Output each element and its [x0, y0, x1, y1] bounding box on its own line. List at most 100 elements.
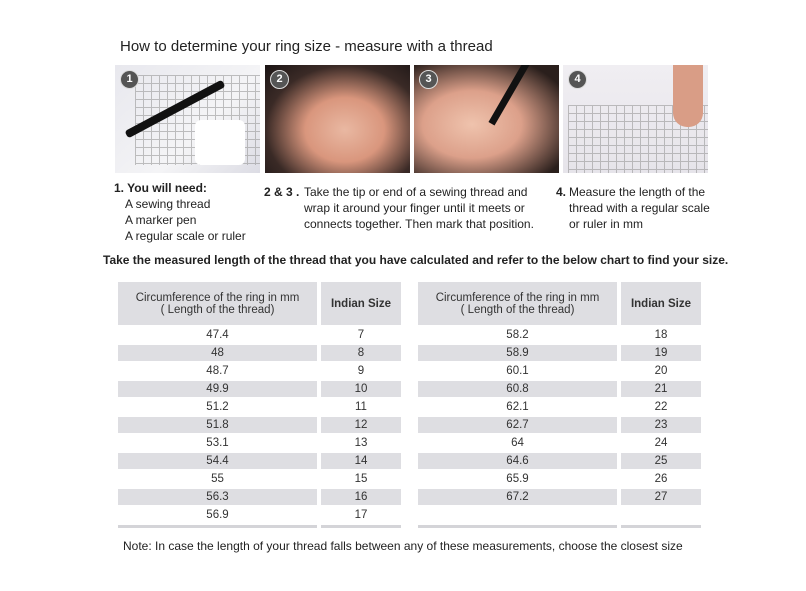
rule — [321, 525, 401, 528]
cell-indian-size: 25 — [621, 453, 701, 469]
step-2-3-line: connects together. Then mark that positi… — [304, 217, 534, 231]
table-row: 60.1 20 — [418, 363, 701, 379]
table-row: 49.9 10 — [118, 381, 401, 397]
cell-indian-size: 22 — [654, 401, 668, 413]
photo-wrap-thread: 2 — [265, 65, 410, 173]
cell-circumference: 58.2 — [506, 329, 529, 341]
cell-indian-size: 9 — [357, 365, 365, 377]
table-row: 55 15 — [118, 471, 401, 487]
table-row: 64.6 25 — [418, 453, 701, 469]
cell-circumference: 60.1 — [506, 365, 529, 377]
step-1: 1. You will need: A sewing thread A mark… — [114, 180, 246, 244]
table-row: 60.8 21 — [418, 381, 701, 397]
cell-circumference: 53.1 — [206, 437, 229, 449]
step-4-line: thread with a regular scale — [569, 201, 710, 215]
header-circumference: Circumference of the ring in mm( Length … — [118, 282, 317, 325]
cell-indian-size: 14 — [321, 453, 401, 469]
table-row: 62.1 22 — [418, 399, 701, 415]
table-end-rule — [118, 525, 401, 528]
table-row: 65.9 26 — [418, 471, 701, 487]
size-table-left: Circumference of the ring in mm( Length … — [114, 280, 405, 530]
step-2-3-heading: 2 & 3 . — [264, 185, 300, 199]
step-2-3-line: Take the tip or end of a sewing thread a… — [304, 185, 528, 199]
cell-indian-size: 20 — [654, 365, 668, 377]
cell-circumference: 51.2 — [206, 401, 229, 413]
step-4-line: or ruler in mm — [569, 217, 644, 231]
cell-indian-size: 10 — [321, 381, 401, 397]
step-1-heading: 1. You will need: — [114, 181, 207, 195]
photo-mark-position: 3 — [414, 65, 559, 173]
step-badge: 2 — [270, 70, 289, 89]
header-indian-size: Indian Size — [321, 282, 401, 325]
table-row: 53.1 13 — [118, 435, 401, 451]
header-indian-size: Indian Size — [621, 282, 701, 325]
cell-indian-size: 27 — [621, 489, 701, 505]
table-row: 54.4 14 — [118, 453, 401, 469]
cell-circumference: 60.8 — [418, 381, 617, 397]
table-row: 48 8 — [118, 345, 401, 361]
cell-indian-size: 15 — [354, 473, 368, 485]
step-4: 4. Measure the length of the thread with… — [556, 184, 710, 232]
table-row: 56.3 16 — [118, 489, 401, 505]
cell-indian-size: 18 — [654, 329, 668, 341]
cell-circumference: 49.9 — [118, 381, 317, 397]
cell-circumference: 62.1 — [506, 401, 529, 413]
step-1-item: A sewing thread — [125, 197, 211, 211]
table-row: 51.2 11 — [118, 399, 401, 415]
rule — [621, 525, 701, 528]
table-row: 64 24 — [418, 435, 701, 451]
step-1-item: A marker pen — [125, 213, 197, 227]
cell-circumference: 65.9 — [506, 473, 529, 485]
photo-ruler-and-thread: 1 — [115, 65, 260, 173]
note-text: Note: In case the length of your thread … — [123, 539, 683, 553]
cell-indian-size — [621, 507, 701, 523]
table-row: 56.9 17 — [118, 507, 401, 523]
cell-circumference: 62.7 — [418, 417, 617, 433]
cell-circumference — [418, 507, 617, 523]
step-1-item: A regular scale or ruler — [125, 229, 246, 243]
size-table-right: Circumference of the ring in mm( Length … — [414, 280, 705, 530]
cell-indian-size: 12 — [321, 417, 401, 433]
cell-circumference: 47.4 — [206, 329, 229, 341]
table-row: 58.2 18 — [418, 327, 701, 343]
cell-indian-size: 23 — [621, 417, 701, 433]
cell-indian-size: 21 — [621, 381, 701, 397]
table-row — [418, 507, 701, 523]
table-row: 51.8 12 — [118, 417, 401, 433]
table-row: 47.4 7 — [118, 327, 401, 343]
page-title: How to determine your ring size - measur… — [120, 38, 493, 55]
step-badge: 1 — [120, 70, 139, 89]
cell-circumference: 58.9 — [418, 345, 617, 361]
cell-circumference: 54.4 — [118, 453, 317, 469]
rule — [118, 525, 317, 528]
table-end-rule — [418, 525, 701, 528]
cell-circumference: 48 — [118, 345, 317, 361]
step-2-3: 2 & 3 . Take the tip or end of a sewing … — [264, 184, 534, 232]
cell-indian-size: 11 — [355, 401, 367, 413]
rule — [418, 525, 617, 528]
cell-circumference: 51.8 — [118, 417, 317, 433]
cell-indian-size: 7 — [357, 329, 365, 341]
step-4-line: Measure the length of the — [569, 185, 706, 199]
cell-indian-size: 16 — [321, 489, 401, 505]
cell-indian-size: 17 — [354, 509, 368, 521]
cell-indian-size: 26 — [654, 473, 668, 485]
cell-circumference: 67.2 — [418, 489, 617, 505]
cell-circumference: 56.3 — [118, 489, 317, 505]
cell-circumference: 55 — [211, 473, 224, 485]
step-2-3-line: wrap it around your finger until it meet… — [304, 201, 525, 215]
table-row: 67.2 27 — [418, 489, 701, 505]
cell-circumference: 64.6 — [418, 453, 617, 469]
cell-indian-size: 24 — [654, 437, 668, 449]
photo-measure-on-ruler: 4 — [563, 65, 708, 173]
step-badge: 4 — [568, 70, 587, 89]
cell-indian-size: 13 — [354, 437, 368, 449]
cell-circumference: 48.7 — [206, 365, 229, 377]
table-row: 62.7 23 — [418, 417, 701, 433]
cell-circumference: 64 — [511, 437, 524, 449]
cell-indian-size: 8 — [321, 345, 401, 361]
step-badge: 3 — [419, 70, 438, 89]
instruction-text: Take the measured length of the thread t… — [103, 253, 729, 267]
cell-circumference: 56.9 — [206, 509, 229, 521]
